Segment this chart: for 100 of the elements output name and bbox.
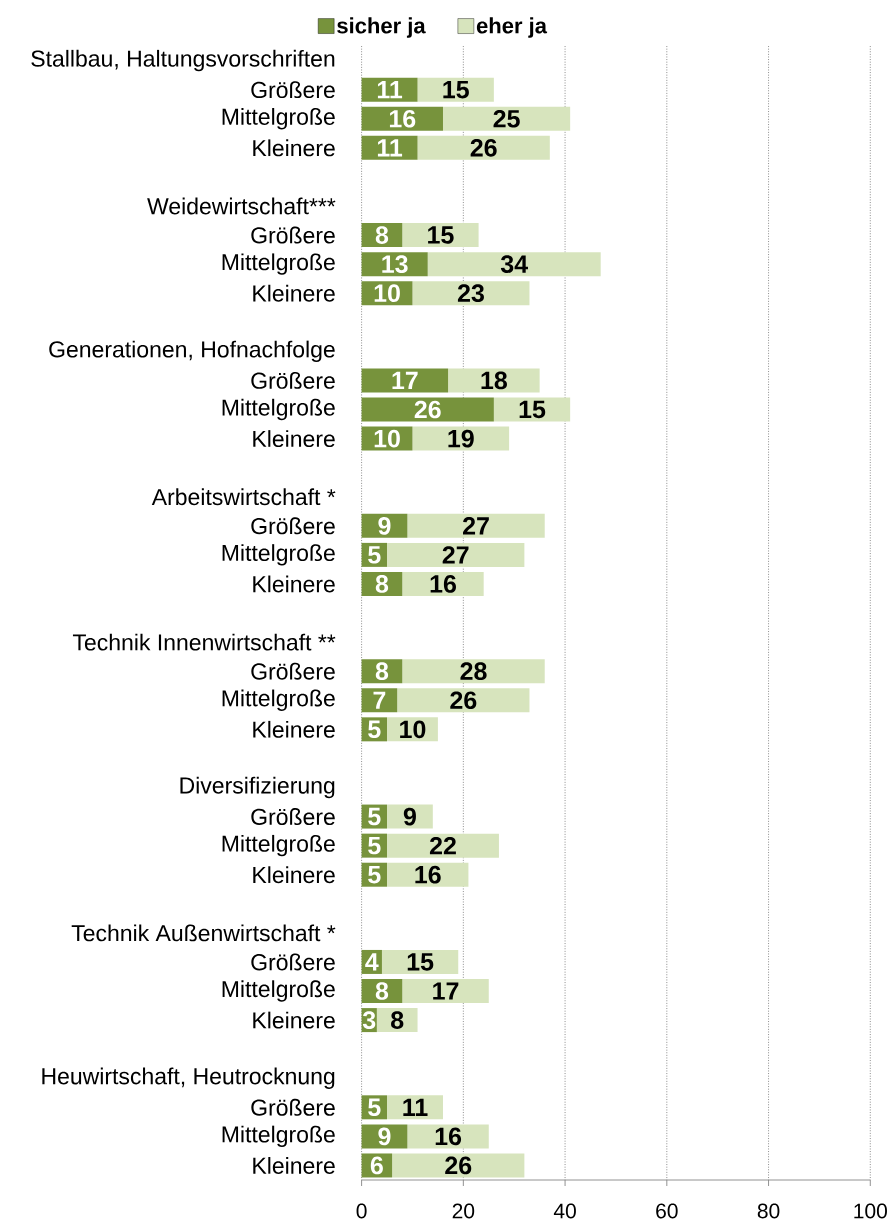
data-label: 26 xyxy=(445,1156,472,1175)
y-tick-label: Mittelgroße xyxy=(222,1125,335,1148)
y-tick-label: Kleinere xyxy=(253,284,335,302)
bar xyxy=(427,252,601,277)
data-label: 13 xyxy=(382,255,408,273)
y-tick-label: Mittelgroße xyxy=(222,253,335,275)
bar xyxy=(448,368,540,393)
data-label: 26 xyxy=(470,138,497,157)
data-label: 4 xyxy=(365,953,379,971)
bar xyxy=(407,513,545,538)
y-tick-label: Kleinere xyxy=(253,1157,335,1174)
data-label: 26 xyxy=(414,400,441,419)
data-label: 23 xyxy=(457,284,484,303)
data-label: 16 xyxy=(435,1127,462,1146)
y-tick-label: Mittelgroße xyxy=(222,108,335,130)
data-label: 25 xyxy=(493,109,520,128)
data-label: 16 xyxy=(430,575,456,593)
data-label: 5 xyxy=(368,836,381,855)
data-label: 11 xyxy=(403,1098,428,1116)
y-tick-label: Stallbau, Haltungsvorschriften xyxy=(31,49,335,72)
x-tick-label: 0 xyxy=(356,1203,367,1219)
y-tick-label: Technik Außenwirtschaft * xyxy=(71,924,336,942)
data-label: 5 xyxy=(368,546,381,564)
legend-label: sicher ja xyxy=(337,17,426,38)
y-tick-label: Kleinere xyxy=(253,430,335,448)
data-label: 16 xyxy=(415,865,441,884)
bar xyxy=(361,397,494,422)
data-label: 3 xyxy=(362,1011,376,1029)
data-label: 8 xyxy=(375,575,389,593)
y-tick-label: Größere xyxy=(251,953,335,971)
data-label: 15 xyxy=(443,80,469,99)
y-tick-label: Mittelgroße xyxy=(222,544,335,566)
data-label: 8 xyxy=(375,662,389,681)
data-label: 11 xyxy=(377,139,403,157)
y-tick-label: Größere xyxy=(251,371,335,389)
data-label: 15 xyxy=(519,400,546,419)
data-label: 5 xyxy=(368,720,381,739)
data-label: 7 xyxy=(373,691,386,709)
x-tick-label: 80 xyxy=(757,1203,780,1219)
data-label: 19 xyxy=(448,429,474,448)
bar xyxy=(442,106,571,131)
bar xyxy=(402,571,484,596)
bar xyxy=(387,542,525,567)
data-label: 27 xyxy=(463,517,489,535)
y-tick-label: Mittelgroße xyxy=(222,689,335,711)
data-label: 9 xyxy=(403,807,416,826)
y-tick-label: Generationen, Hofnachfolge xyxy=(49,340,335,363)
y-tick-label: Größere xyxy=(251,1098,335,1116)
bar xyxy=(397,688,530,713)
data-label: 6 xyxy=(370,1156,383,1175)
data-label: 10 xyxy=(400,720,426,739)
data-label: 27 xyxy=(442,546,469,564)
bar xyxy=(417,135,550,160)
bar xyxy=(407,1124,489,1149)
y-tick-label: Heuwirtschaft, Heutrocknung xyxy=(42,1067,335,1089)
y-tick-label: Mittelgroße xyxy=(222,980,335,1002)
data-label: 17 xyxy=(392,371,418,390)
bar xyxy=(361,368,449,393)
data-label: 28 xyxy=(460,662,487,681)
y-tick-label: Technik Innenwirtschaft ** xyxy=(72,633,336,651)
data-label: 8 xyxy=(375,982,389,1000)
data-label: 10 xyxy=(374,284,400,303)
data-label: 5 xyxy=(368,807,381,826)
data-label: 11 xyxy=(377,81,403,99)
y-tick-label: Kleinere xyxy=(253,139,335,157)
x-tick-label: 20 xyxy=(452,1203,475,1219)
data-label: 34 xyxy=(500,255,528,273)
data-label: 9 xyxy=(378,516,391,535)
y-tick-label: Kleinere xyxy=(253,866,335,884)
x-tick-label: 40 xyxy=(553,1203,576,1219)
y-tick-label: Arbeitswirtschaft * xyxy=(151,488,336,506)
y-tick-label: Kleinere xyxy=(253,575,335,593)
bar xyxy=(402,659,545,684)
y-tick-label: Größere xyxy=(251,517,335,535)
data-label: 26 xyxy=(450,691,477,710)
legend-label: eher ja xyxy=(476,17,548,38)
data-label: 9 xyxy=(378,1127,391,1146)
y-tick-label: Größere xyxy=(251,662,335,680)
y-tick-label: Mittelgroße xyxy=(222,398,335,421)
bar xyxy=(387,833,499,858)
data-label: 18 xyxy=(481,371,507,390)
data-label: 8 xyxy=(391,1011,404,1029)
data-label: 8 xyxy=(375,226,389,244)
bar xyxy=(412,281,530,306)
data-label: 10 xyxy=(374,429,400,448)
y-tick-label: Kleinere xyxy=(253,720,335,738)
bar xyxy=(392,1153,525,1178)
bar xyxy=(412,426,510,451)
bar xyxy=(402,979,489,1004)
data-label: 15 xyxy=(428,226,454,244)
y-tick-label: Größere xyxy=(251,808,335,825)
data-label: 17 xyxy=(433,982,459,1000)
x-tick-label: 60 xyxy=(656,1203,678,1219)
data-label: 5 xyxy=(368,865,381,884)
y-tick-label: Größere xyxy=(251,81,335,99)
y-tick-label: Größere xyxy=(251,226,335,244)
y-tick-label: Diversifizierung xyxy=(180,776,335,799)
data-label: 22 xyxy=(429,836,456,855)
data-label: 15 xyxy=(407,953,434,971)
x-tick-label: 100 xyxy=(854,1203,887,1219)
